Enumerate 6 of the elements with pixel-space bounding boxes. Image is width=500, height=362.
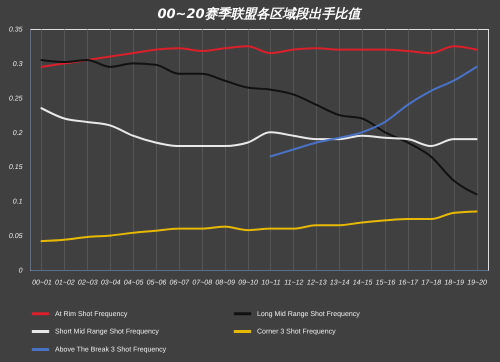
line-series [40,58,478,196]
line-series [269,66,478,158]
chart-title: 00~20赛季联盟各区域段出手比值 [157,6,363,22]
line-series [40,45,478,68]
line-series [40,107,478,148]
line-series [40,210,478,242]
